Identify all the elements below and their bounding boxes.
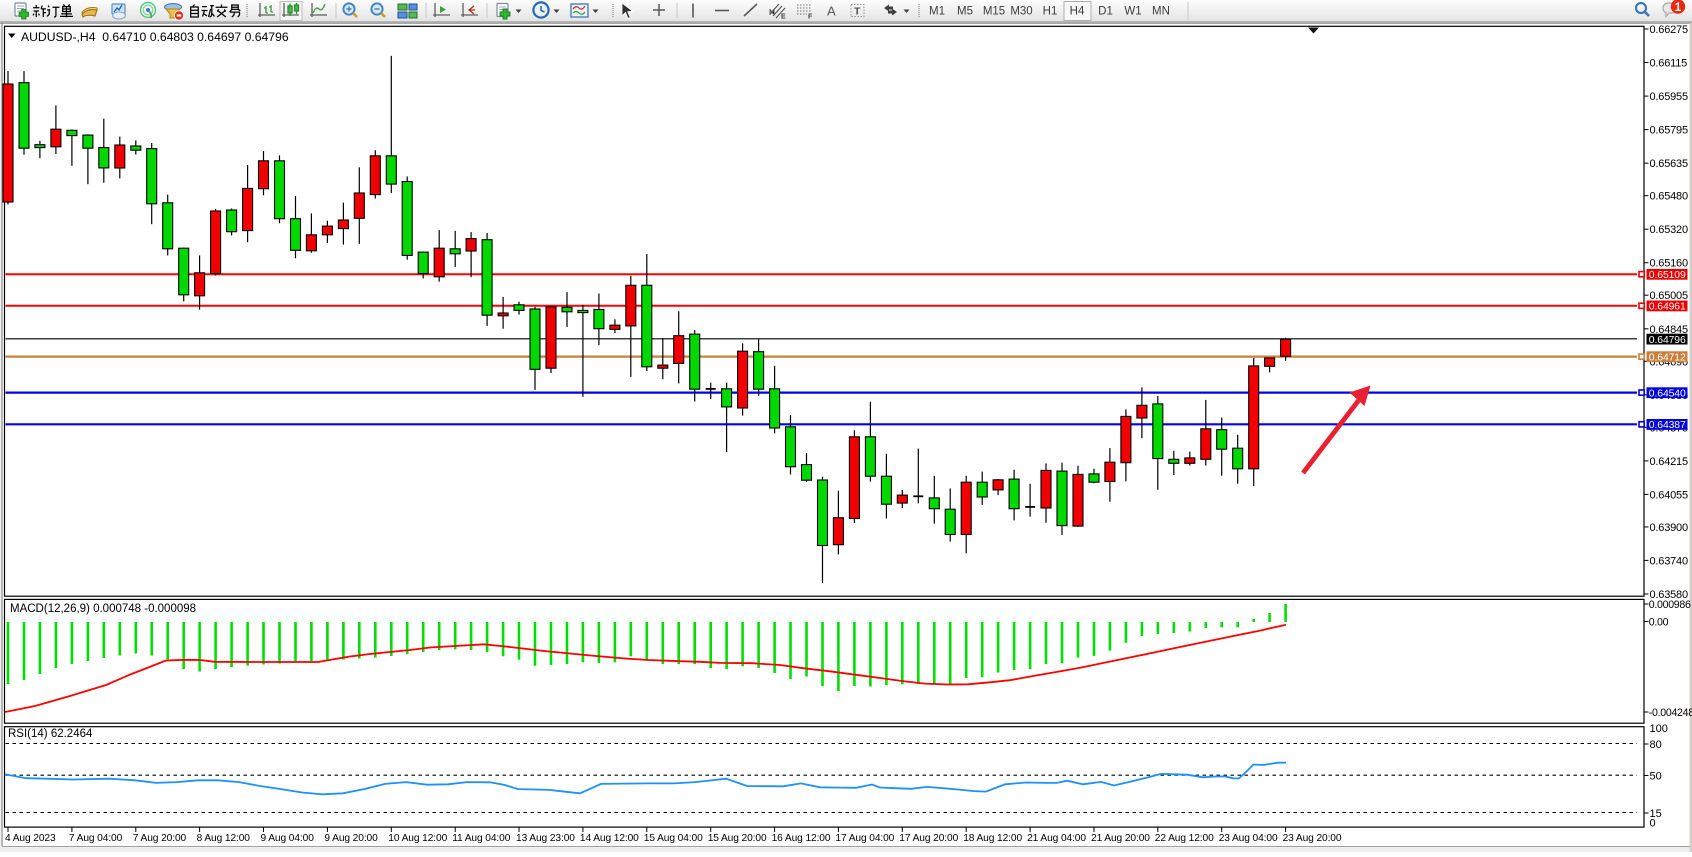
svg-text:7 Aug 04:00: 7 Aug 04:00 bbox=[69, 833, 123, 844]
svg-text:21 Aug 20:00: 21 Aug 20:00 bbox=[1091, 833, 1150, 844]
svg-text:17 Aug 20:00: 17 Aug 20:00 bbox=[899, 833, 958, 844]
svg-text:T: T bbox=[854, 6, 861, 18]
svg-text:17 Aug 04:00: 17 Aug 04:00 bbox=[835, 833, 894, 844]
svg-text:0.64796: 0.64796 bbox=[1649, 335, 1686, 346]
svg-text:21 Aug 04:00: 21 Aug 04:00 bbox=[1027, 833, 1086, 844]
svg-text:0.64540: 0.64540 bbox=[1649, 388, 1686, 399]
svg-text:7 Aug 20:00: 7 Aug 20:00 bbox=[133, 833, 187, 844]
svg-text:4 Aug 2023: 4 Aug 2023 bbox=[5, 833, 56, 844]
svg-text:9 Aug 20:00: 9 Aug 20:00 bbox=[324, 833, 378, 844]
svg-text:16 Aug 12:00: 16 Aug 12:00 bbox=[772, 833, 831, 844]
svg-text:0.64961: 0.64961 bbox=[1649, 302, 1686, 313]
svg-text:0.65109: 0.65109 bbox=[1649, 270, 1686, 281]
svg-text:8 Aug 12:00: 8 Aug 12:00 bbox=[197, 833, 251, 844]
svg-text:D1: D1 bbox=[1098, 6, 1113, 18]
svg-text:H4: H4 bbox=[1070, 6, 1085, 18]
svg-text:0.64055: 0.64055 bbox=[1650, 489, 1688, 501]
svg-text:AUDUSD-,H4 0.64710 0.64803 0.: AUDUSD-,H4 0.64710 0.64803 0.64697 0.647… bbox=[21, 30, 289, 44]
svg-text:14 Aug 12:00: 14 Aug 12:00 bbox=[580, 833, 639, 844]
svg-text:0.65005: 0.65005 bbox=[1650, 290, 1688, 302]
svg-text:E: E bbox=[781, 14, 786, 21]
svg-text:0.64387: 0.64387 bbox=[1649, 420, 1686, 431]
svg-text:15 Aug 20:00: 15 Aug 20:00 bbox=[708, 833, 767, 844]
svg-text:0.64712: 0.64712 bbox=[1649, 352, 1686, 363]
svg-text:1: 1 bbox=[1675, 0, 1682, 14]
svg-text:-0.004248: -0.004248 bbox=[1649, 707, 1692, 719]
svg-text:M30: M30 bbox=[1010, 6, 1032, 18]
svg-text:23 Aug 04:00: 23 Aug 04:00 bbox=[1219, 833, 1278, 844]
svg-text:9 Aug 04:00: 9 Aug 04:00 bbox=[261, 833, 315, 844]
svg-text:18 Aug 12:00: 18 Aug 12:00 bbox=[963, 833, 1022, 844]
svg-text:M15: M15 bbox=[983, 6, 1005, 18]
svg-text:H1: H1 bbox=[1043, 6, 1058, 18]
svg-text:80: 80 bbox=[1650, 739, 1662, 751]
svg-text:23 Aug 20:00: 23 Aug 20:00 bbox=[1283, 833, 1342, 844]
svg-text:0: 0 bbox=[1650, 817, 1656, 829]
svg-text:F: F bbox=[808, 14, 813, 21]
svg-text:0.63900: 0.63900 bbox=[1650, 522, 1688, 534]
svg-text:0.65955: 0.65955 bbox=[1650, 91, 1688, 103]
svg-text:0.66115: 0.66115 bbox=[1650, 58, 1688, 70]
svg-text:100: 100 bbox=[1650, 723, 1668, 735]
svg-text:0.00: 0.00 bbox=[1649, 617, 1669, 629]
svg-text:50: 50 bbox=[1650, 771, 1662, 783]
svg-text:15 Aug 04:00: 15 Aug 04:00 bbox=[644, 833, 703, 844]
svg-text:RSI(14) 62.2464: RSI(14) 62.2464 bbox=[8, 728, 93, 740]
svg-text:0.000986: 0.000986 bbox=[1649, 599, 1691, 611]
svg-text:0.64215: 0.64215 bbox=[1650, 456, 1688, 468]
svg-text:M1: M1 bbox=[929, 6, 945, 18]
svg-text:11 Aug 04:00: 11 Aug 04:00 bbox=[452, 833, 511, 844]
svg-text:M5: M5 bbox=[957, 6, 973, 18]
svg-text:MACD(12,26,9) 0.000748 -0.0000: MACD(12,26,9) 0.000748 -0.000098 bbox=[10, 603, 196, 615]
svg-text:22 Aug 12:00: 22 Aug 12:00 bbox=[1155, 833, 1214, 844]
svg-text:0.65320: 0.65320 bbox=[1650, 224, 1688, 236]
svg-text:0.63740: 0.63740 bbox=[1650, 555, 1688, 567]
svg-text:13 Aug 23:00: 13 Aug 23:00 bbox=[516, 833, 575, 844]
svg-text:0.65795: 0.65795 bbox=[1650, 125, 1688, 137]
svg-text:MN: MN bbox=[1152, 6, 1170, 18]
svg-text:W1: W1 bbox=[1124, 6, 1141, 18]
svg-text:0.65635: 0.65635 bbox=[1650, 158, 1688, 170]
svg-text:0.65160: 0.65160 bbox=[1650, 258, 1688, 270]
svg-text:10 Aug 12:00: 10 Aug 12:00 bbox=[388, 833, 447, 844]
svg-text:0.65480: 0.65480 bbox=[1650, 191, 1688, 203]
svg-text:A: A bbox=[827, 4, 836, 19]
